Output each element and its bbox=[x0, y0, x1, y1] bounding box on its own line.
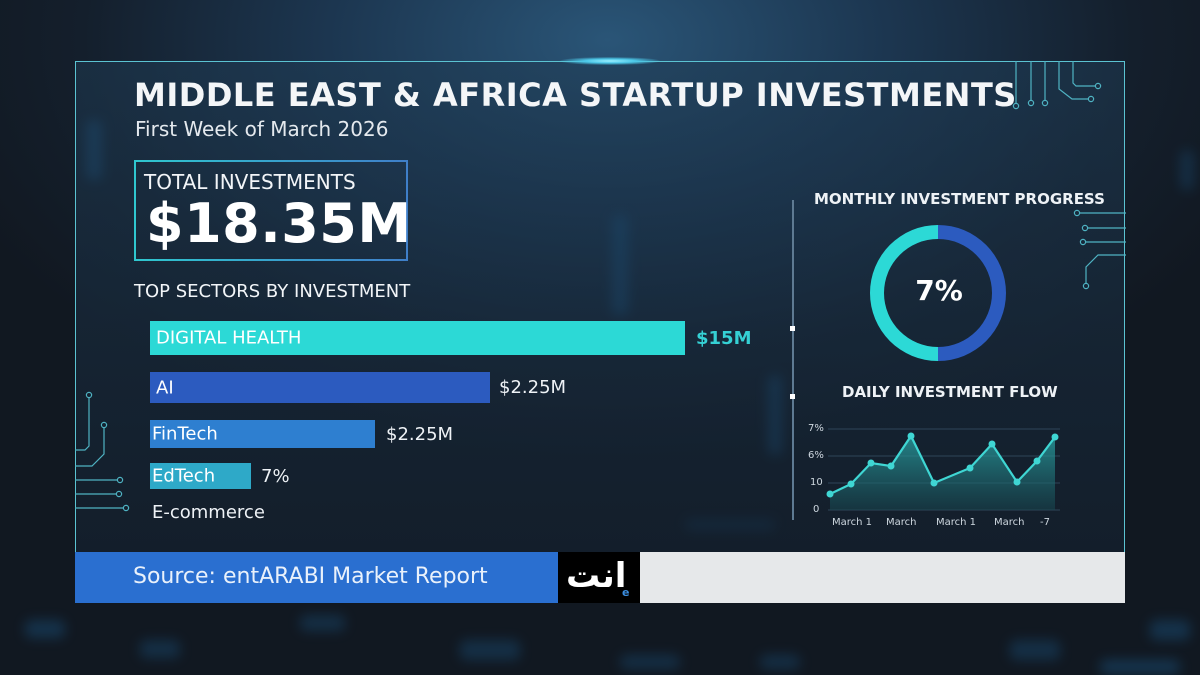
y-tick: 6% bbox=[808, 450, 824, 461]
daily-flow-title: DAILY INVESTMENT FLOW bbox=[842, 383, 1058, 401]
monthly-progress-title: MONTHLY INVESTMENT PROGRESS bbox=[814, 190, 1105, 208]
bar-label: FinTech bbox=[152, 423, 218, 445]
entarabi-logo: انت e bbox=[558, 552, 640, 603]
total-investments-card: TOTAL INVESTMENTS $18.35M bbox=[134, 160, 411, 261]
bar-value: 7% bbox=[261, 466, 290, 487]
bar-digital-health: DIGITAL HEALTH bbox=[150, 321, 685, 355]
bar-value: $2.25M bbox=[386, 424, 454, 445]
vertical-divider bbox=[792, 200, 794, 520]
bar-label: DIGITAL HEALTH bbox=[156, 327, 302, 349]
x-tick: March bbox=[886, 517, 917, 528]
monthly-progress-donut bbox=[870, 225, 1006, 361]
x-tick: March 1 bbox=[936, 517, 977, 528]
bar-label: AI bbox=[156, 377, 174, 398]
bar-label-ecommerce: E-commerce bbox=[152, 502, 265, 523]
bar-value: $15M bbox=[696, 328, 752, 349]
logo-arabic-text: انت bbox=[566, 556, 627, 596]
bar-label: EdTech bbox=[152, 465, 216, 487]
circuit-decoration-left bbox=[75, 391, 130, 512]
circuit-decoration-right bbox=[1012, 61, 1126, 290]
divider-node bbox=[790, 394, 795, 399]
logo-e-mark: e bbox=[622, 586, 630, 599]
x-tick: March bbox=[994, 517, 1025, 528]
bar-value: $2.25M bbox=[499, 377, 567, 398]
monthly-progress-value: 7% bbox=[915, 274, 963, 307]
page-subtitle: First Week of March 2026 bbox=[135, 117, 389, 141]
source-bar: Source: entARABI Market Report bbox=[75, 552, 558, 603]
daily-flow-area-chart bbox=[826, 428, 1060, 511]
divider-node bbox=[790, 326, 795, 331]
top-glow bbox=[560, 57, 660, 65]
bar-edtech: EdTech bbox=[150, 463, 251, 489]
x-tick: -7 bbox=[1040, 517, 1050, 528]
x-tick: March 1 bbox=[832, 517, 873, 528]
total-investments-value: $18.35M bbox=[146, 192, 412, 255]
footer-blank-panel bbox=[640, 552, 1125, 603]
y-tick: 10 bbox=[810, 477, 823, 488]
total-investments-label: TOTAL INVESTMENTS bbox=[144, 170, 356, 194]
y-tick: 0 bbox=[813, 504, 820, 515]
source-text: Source: entARABI Market Report bbox=[133, 564, 488, 589]
sectors-chart-title: TOP SECTORS BY INVESTMENT bbox=[134, 281, 411, 302]
y-tick: 7% bbox=[808, 423, 824, 434]
bar-ai: AI bbox=[150, 372, 490, 403]
bar-fintech: FinTech bbox=[150, 420, 375, 448]
page-title: MIDDLE EAST & AFRICA STARTUP INVESTMENTS bbox=[134, 76, 1017, 114]
